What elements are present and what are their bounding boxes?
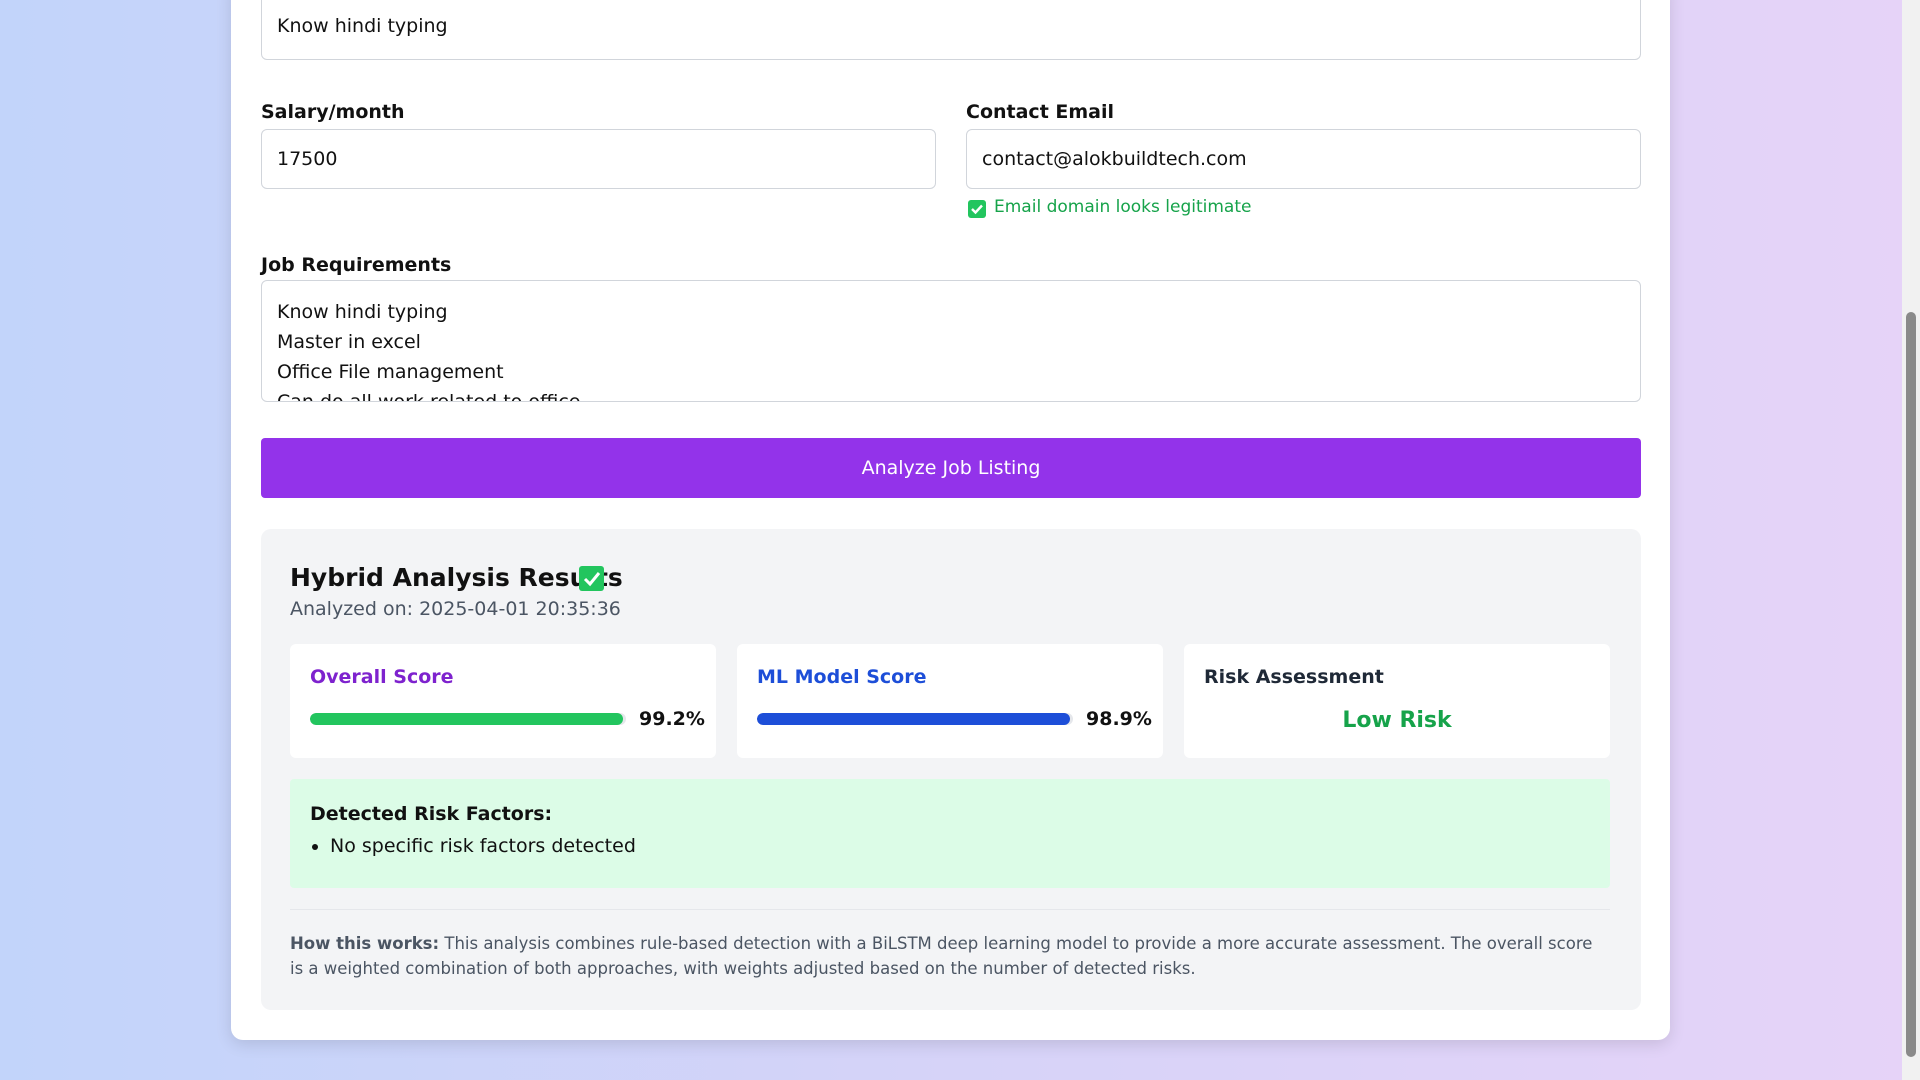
score-value: 99.2% [639, 708, 705, 730]
analyze-button[interactable]: Analyze Job Listing [261, 438, 1641, 498]
how-it-works: How this works: This analysis combines r… [290, 931, 1610, 981]
score-card: Overall Score 99.2% [290, 644, 716, 758]
score-label: Overall Score [310, 666, 454, 688]
risk-list: No specific risk factors detected [290, 831, 636, 861]
scrollbar[interactable] [1902, 0, 1920, 1080]
risk-factors-title: Detected Risk Factors: [310, 803, 553, 825]
results-title: Hybrid Analysis Results [290, 563, 623, 592]
how-text: This analysis combines rule-based detect… [290, 934, 1593, 978]
label: Job Requirements [261, 254, 452, 276]
risk-value: Low Risk [1342, 708, 1452, 733]
requirement-line: Office File management [277, 361, 504, 383]
textarea-text: Know hindi typing [277, 15, 448, 37]
progress-bar [757, 713, 1070, 725]
email-check: Email domain looks legitimate [994, 197, 1252, 217]
textarea[interactable]: Know hindi typing [261, 0, 1641, 60]
risk-label: Risk Assessment [1204, 666, 1384, 688]
requirement-line: Can do all work related to office [277, 391, 581, 402]
score-value: 98.9% [1086, 708, 1152, 730]
progress-track [310, 713, 626, 725]
requirement-line: Master in excel [277, 331, 421, 353]
divider [290, 909, 1610, 910]
requirements-textarea[interactable]: Know hindi typing Master in excel Office F… [261, 280, 1641, 402]
scroll-thumb[interactable] [1906, 312, 1916, 1057]
score-card: ML Model Score 98.9% [737, 644, 1163, 758]
input-value: 17500 [277, 148, 338, 170]
input-value: contact@alokbuildtech.com [982, 148, 1247, 170]
risk-card: Risk Assessment Low Risk [1184, 644, 1610, 758]
email-input[interactable]: contact@alokbuildtech.com [966, 129, 1641, 189]
check-icon [579, 566, 604, 591]
salary-input[interactable]: 17500 [261, 129, 936, 189]
progress-bar [310, 713, 624, 725]
label: Salary/month [261, 101, 405, 123]
score-label: ML Model Score [757, 666, 927, 688]
risk-factors: Detected Risk Factors: No specific risk … [290, 779, 1610, 888]
risk-item: No specific risk factors detected [330, 831, 636, 861]
how-title: How this works: [290, 934, 440, 953]
results-panel [261, 529, 1641, 1010]
analyzed-on: Analyzed on: 2025-04-01 20:35:36 [290, 598, 621, 620]
progress-track [757, 713, 1073, 725]
check-icon [968, 200, 986, 218]
requirement-line: Know hindi typing [277, 301, 448, 323]
label: Contact Email [966, 101, 1115, 123]
